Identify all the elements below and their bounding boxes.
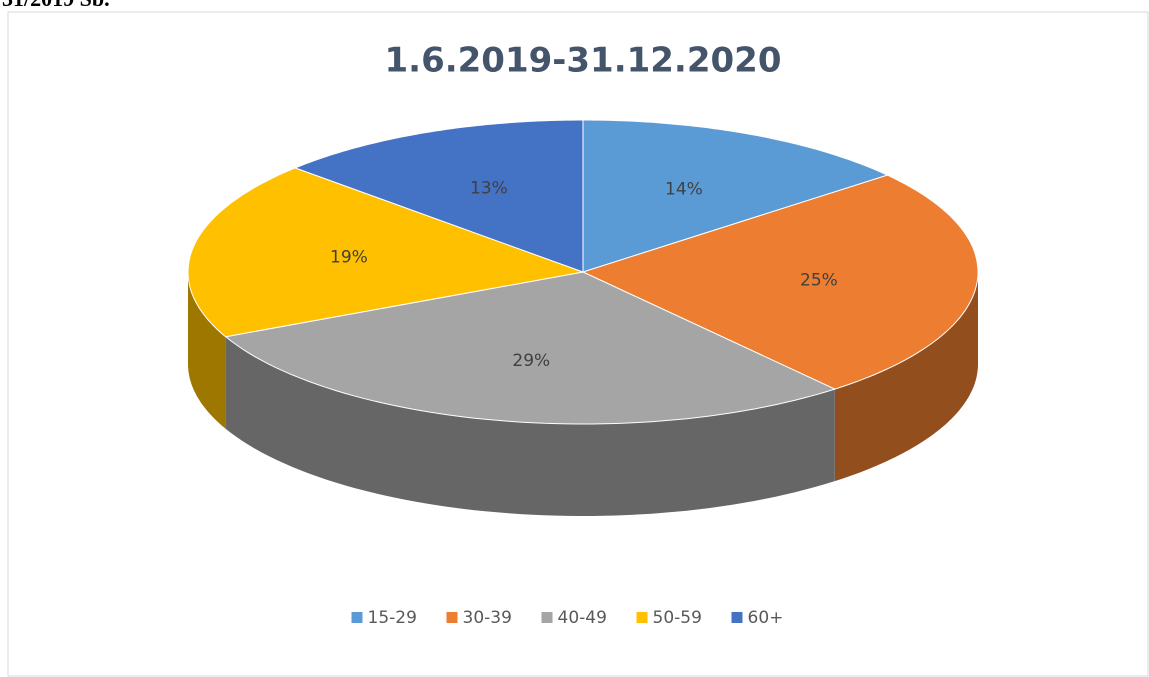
legend-swatch <box>541 612 553 623</box>
legend-label: 30-39 <box>463 608 512 628</box>
legend-swatch <box>351 612 363 623</box>
legend-swatch <box>731 612 743 623</box>
legend-label: 40-49 <box>558 608 607 628</box>
legend-label: 60+ <box>748 608 784 628</box>
legend-swatch <box>446 612 458 623</box>
legend-label: 15-29 <box>368 608 417 628</box>
slice <box>293 119 584 273</box>
data-label: 29% <box>512 351 550 371</box>
data-label: 14% <box>665 179 703 199</box>
page-header: 31/2019 Sb. <box>2 0 110 11</box>
legend-label: 50-59 <box>653 608 702 628</box>
slice-side <box>188 272 226 429</box>
slice <box>187 167 585 338</box>
slice-side <box>834 272 978 482</box>
slice <box>224 271 837 425</box>
legend-swatch <box>636 612 648 623</box>
slice <box>582 119 889 273</box>
slice-side <box>225 336 835 516</box>
slice <box>581 174 979 390</box>
chart-title: 1.6.2019-31.12.2020 <box>385 41 782 81</box>
data-label: 19% <box>330 248 368 268</box>
data-label: 13% <box>470 178 508 198</box>
data-label: 25% <box>800 271 838 291</box>
